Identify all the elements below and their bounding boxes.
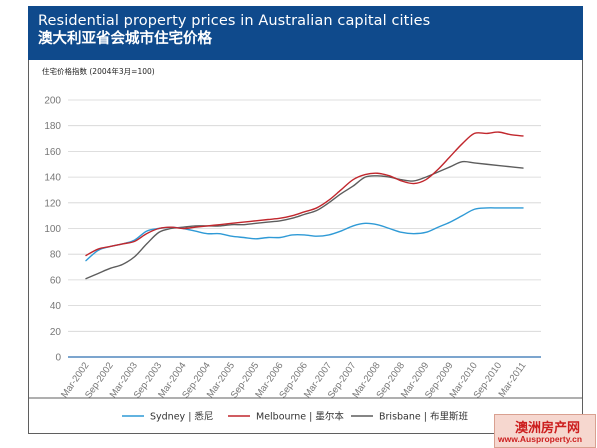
y-axis-label: 住宅价格指数 (2004年3月=100): [42, 67, 155, 76]
x-axis-ticks: Mar-2002Sep-2002Mar-2003Sep-2003Mar-2004…: [59, 360, 528, 400]
y-tick-label: 40: [50, 301, 62, 312]
legend-label-melbourne: Melbourne | 墨尔本: [256, 411, 344, 423]
y-tick-label: 200: [44, 96, 61, 107]
watermark-url: www.Ausproperty.cn: [498, 434, 583, 444]
chart-subtitle: 澳大利亚省会城市住宅价格: [38, 31, 212, 47]
legend: Sydney | 悉尼 Melbourne | 墨尔本 Brisbane | 布里斯…: [122, 411, 468, 423]
y-axis-ticks: 0 20 40 60 80 100 120 140 160 180 200: [44, 96, 61, 364]
y-tick-label: 140: [44, 173, 61, 184]
watermark-name: 澳洲房产网: [515, 421, 581, 436]
y-tick-label: 180: [44, 121, 61, 132]
y-tick-label: 60: [50, 275, 62, 286]
chart-title: Residential property prices in Australia…: [38, 13, 431, 29]
gridlines: [68, 99, 541, 358]
y-tick-label: 0: [55, 353, 61, 364]
chart-frame: [28, 6, 583, 434]
chart-header: Residential property prices in Australia…: [28, 6, 583, 60]
y-tick-label: 100: [44, 224, 61, 235]
y-tick-label: 160: [44, 147, 61, 158]
series-line-sydney: [85, 207, 524, 262]
series-line-melbourne: [85, 131, 524, 257]
y-tick-label: 120: [44, 198, 61, 209]
series-lines: [85, 131, 524, 280]
y-tick-label: 20: [50, 327, 62, 338]
legend-label-sydney: Sydney | 悉尼: [150, 411, 213, 423]
legend-label-brisbane: Brisbane | 布里斯班: [379, 411, 468, 423]
watermark-logo: 澳洲房产网 www.Ausproperty.cn: [494, 414, 596, 448]
y-tick-label: 80: [50, 250, 62, 261]
series-line-brisbane: [85, 160, 524, 280]
